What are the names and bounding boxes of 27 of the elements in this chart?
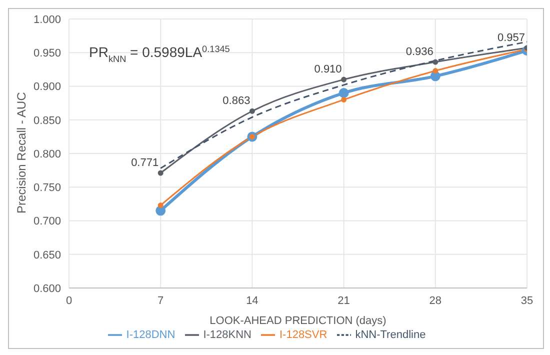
- y-axis-title: Precision Recall - AUC: [14, 92, 28, 214]
- data-label: 0.910: [314, 64, 342, 76]
- x-tick-label: 35: [520, 294, 534, 307]
- x-tick-label: 14: [246, 294, 258, 307]
- legend-label: I-128KNN: [203, 328, 252, 341]
- y-tick-label: 0.950: [33, 48, 61, 60]
- data-label: 0.936: [406, 46, 434, 58]
- y-tick-label: 0.700: [33, 216, 61, 228]
- y-tick-label: 0.850: [33, 114, 61, 127]
- y-tick-label: 0.600: [33, 282, 61, 295]
- legend-label: I-128DNN: [126, 328, 176, 341]
- legend-label: I-128SVR: [279, 328, 328, 341]
- y-tick-label: 0.650: [33, 249, 61, 262]
- y-tick-label: 0.800: [33, 148, 61, 160]
- data-label: 0.863: [222, 95, 250, 108]
- x-tick-label: 28: [429, 294, 442, 307]
- data-label: 0.957: [497, 32, 525, 44]
- y-tick-label: 0.750: [33, 182, 61, 194]
- y-tick-label: 1.000: [33, 14, 61, 26]
- annotation: PR$_{kNN}$ = 0.5989LA$^{0.1345}$: [89, 44, 230, 64]
- x-tick-label: 21: [338, 294, 350, 307]
- x-tick-label: 7: [158, 294, 164, 307]
- x-axis-title: LOOK-AHEAD PREDICTION (days): [210, 315, 386, 327]
- legend-label: kNN-Trendline: [355, 328, 426, 341]
- x-tick-label: 0: [66, 294, 72, 307]
- data-label: 0.771: [131, 157, 159, 170]
- y-tick-label: 0.900: [33, 81, 61, 94]
